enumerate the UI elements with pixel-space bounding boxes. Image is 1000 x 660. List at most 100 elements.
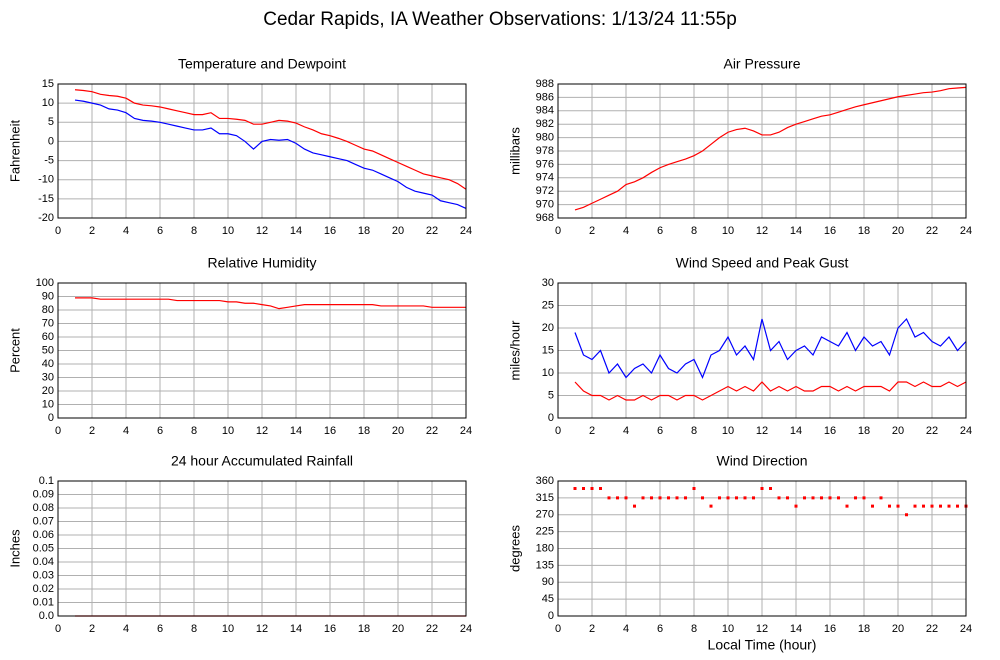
x-tick-label: 8 xyxy=(191,425,197,437)
y-tick-label: 982 xyxy=(536,118,554,130)
point xyxy=(573,487,577,490)
x-tick-label: 6 xyxy=(157,623,163,635)
x-tick-label: 18 xyxy=(358,225,370,237)
point xyxy=(641,496,645,500)
x-tick-label: 2 xyxy=(89,425,95,437)
y-tick-label: -5 xyxy=(44,154,54,166)
point xyxy=(752,496,755,500)
y-tick-label: 225 xyxy=(536,526,554,538)
point xyxy=(599,487,602,490)
x-tick-label: 14 xyxy=(290,225,302,237)
x-tick-label: 6 xyxy=(157,225,163,237)
y-tick-label: 10 xyxy=(542,367,554,379)
x-tick-label: 0 xyxy=(55,425,61,437)
x-tick-label: 14 xyxy=(790,225,802,237)
x-tick-label: 4 xyxy=(623,623,629,635)
x-tick-label: 2 xyxy=(589,425,595,437)
x-tick-label: 24 xyxy=(460,425,472,437)
plot-border xyxy=(57,282,467,419)
point xyxy=(922,504,925,508)
x-tick-label: 8 xyxy=(191,623,197,635)
y-tick-label: 135 xyxy=(536,559,554,571)
point xyxy=(743,496,747,500)
y-tick-label: 968 xyxy=(536,212,554,224)
point xyxy=(650,496,653,500)
y-tick-label: 360 xyxy=(536,475,554,487)
x-tick-label: 2 xyxy=(589,225,595,237)
y-axis-label: millibars xyxy=(507,127,522,175)
x-tick-label: 16 xyxy=(824,225,836,237)
x-tick-label: 14 xyxy=(290,623,302,635)
point xyxy=(726,496,730,500)
panel-title: Temperature and Dewpoint xyxy=(178,56,346,72)
line xyxy=(75,297,466,310)
x-tick-label: 24 xyxy=(460,623,472,635)
x-tick-label: 24 xyxy=(960,425,972,437)
y-tick-label: 20 xyxy=(542,322,554,334)
panel-title: Wind Speed and Peak Gust xyxy=(676,255,849,271)
y-tick-label: 0 xyxy=(548,412,554,424)
y-tick-label: 0.0 xyxy=(39,610,54,622)
point xyxy=(956,504,959,508)
x-tick-label: 16 xyxy=(324,425,336,437)
point xyxy=(777,496,781,500)
x-tick-label: 4 xyxy=(623,425,629,437)
y-tick-label: 180 xyxy=(536,542,554,554)
plot-border xyxy=(557,480,967,617)
x-tick-label: 0 xyxy=(55,623,61,635)
y-tick-label: 315 xyxy=(536,492,554,504)
y-tick-label: 0.1 xyxy=(39,475,54,487)
y-tick-label: 978 xyxy=(536,145,554,157)
point xyxy=(760,487,764,490)
x-tick-label: 8 xyxy=(191,225,197,237)
line xyxy=(74,99,467,209)
x-tick-label: 4 xyxy=(123,623,129,635)
panel-title: Air Pressure xyxy=(723,56,800,72)
line xyxy=(574,317,967,380)
x-tick-label: 16 xyxy=(824,425,836,437)
y-tick-label: 0.03 xyxy=(33,569,54,581)
x-tick-label: 22 xyxy=(926,425,938,437)
point xyxy=(828,496,832,500)
y-tick-label: 972 xyxy=(536,185,554,197)
x-tick-label: 12 xyxy=(756,225,768,237)
y-tick-label: 40 xyxy=(42,358,54,370)
y-tick-label: 970 xyxy=(536,199,554,211)
x-tick-label: 12 xyxy=(256,225,268,237)
y-tick-label: 45 xyxy=(542,593,554,605)
point xyxy=(930,504,934,508)
point xyxy=(888,504,891,508)
y-tick-label: 974 xyxy=(536,172,554,184)
point xyxy=(854,496,857,500)
x-tick-label: 18 xyxy=(858,225,870,237)
y-tick-label: 984 xyxy=(536,105,554,117)
y-tick-label: 0.05 xyxy=(33,542,54,554)
x-tick-label: 0 xyxy=(555,623,561,635)
x-tick-label: 10 xyxy=(722,225,734,237)
panel-title: Relative Humidity xyxy=(208,255,317,271)
y-tick-label: 25 xyxy=(542,299,554,311)
x-tick-label: 12 xyxy=(756,425,768,437)
point xyxy=(735,496,738,500)
point xyxy=(947,504,951,508)
y-tick-label: 0.09 xyxy=(33,488,54,500)
point xyxy=(701,496,704,500)
y-tick-label: 90 xyxy=(542,576,554,588)
y-tick-label: 30 xyxy=(42,371,54,383)
point xyxy=(896,504,900,508)
point xyxy=(590,487,594,490)
y-tick-label: 0.08 xyxy=(33,502,54,514)
y-tick-label: -20 xyxy=(38,212,54,224)
y-tick-label: 20 xyxy=(42,385,54,397)
point xyxy=(794,504,798,508)
x-tick-label: 16 xyxy=(824,623,836,635)
y-tick-label: 90 xyxy=(42,290,54,302)
y-tick-label: 30 xyxy=(542,277,554,289)
x-tick-label: 20 xyxy=(892,425,904,437)
x-tick-label: 0 xyxy=(55,225,61,237)
y-axis-label: Inches xyxy=(7,529,22,568)
point xyxy=(803,496,806,500)
plot-border xyxy=(557,282,967,419)
